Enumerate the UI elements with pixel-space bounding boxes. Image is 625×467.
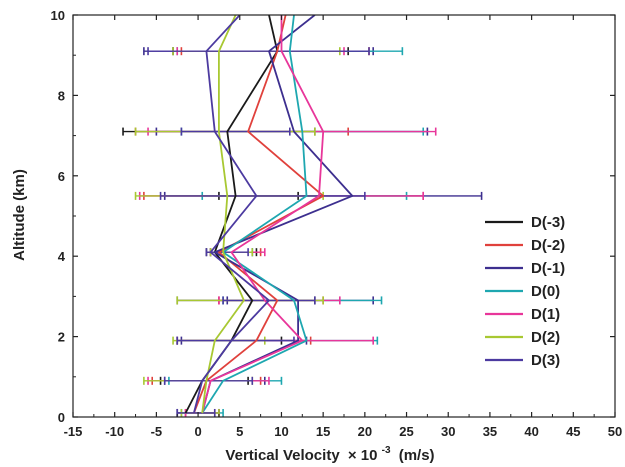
error-bars-D(-3)	[122, 47, 349, 417]
y-axis-title: Altitude (km)	[11, 169, 28, 261]
series-line-D(1)	[201, 15, 325, 414]
y-axis-ticks: 0 2 4 6 8 10	[51, 8, 615, 425]
x-tick-label: 35	[483, 424, 497, 439]
legend-label: D(-2)	[531, 237, 565, 254]
x-tick-label: 25	[399, 424, 413, 439]
x-tick-label: 30	[441, 424, 455, 439]
legend-label: D(3)	[531, 352, 560, 369]
x-tick-label: 10	[274, 424, 288, 439]
legend-label: D(-1)	[531, 260, 565, 277]
legend-label: D(0)	[531, 283, 560, 300]
x-tick-label: 20	[358, 424, 372, 439]
x-tick-label: 15	[316, 424, 330, 439]
series-line-D(-2)	[193, 15, 325, 414]
error-bars-D(-2)	[134, 47, 425, 417]
x-axis-unit: (m/s)	[399, 447, 435, 464]
x-tick-label: -5	[151, 424, 163, 439]
y-tick-label: 8	[58, 88, 65, 103]
x-tick-label: 45	[566, 424, 580, 439]
series-line-D(2)	[201, 15, 245, 414]
y-tick-label: 0	[58, 410, 65, 425]
x-tick-label: 50	[608, 424, 622, 439]
x-axis-exponent: -3	[382, 445, 391, 456]
legend-label: D(-3)	[531, 214, 565, 231]
x-tick-label: 40	[524, 424, 538, 439]
x-tick-label: -10	[105, 424, 124, 439]
legend: D(-3) D(-2) D(-1) D(0) D(1) D(2) D(3)	[485, 214, 565, 369]
plot-marks	[122, 15, 483, 417]
error-bars-D(1)	[138, 47, 437, 417]
legend-label: D(1)	[531, 306, 560, 323]
x-axis-ticks: -15 -10 -5 0 5 10 15 20 25 30 35 40 45 50	[64, 15, 622, 439]
series-line-D(3)	[193, 15, 270, 414]
x-tick-label: 5	[236, 424, 243, 439]
y-tick-label: 6	[58, 169, 65, 184]
x-axis-title: Vertical Velocity × 10 -3 (m/s)	[225, 440, 434, 464]
series-line-D(-3)	[184, 15, 279, 414]
x-tick-label: -15	[64, 424, 83, 439]
series-line-D(-1)	[201, 15, 354, 414]
x-axis-multiplier: × 10	[348, 447, 378, 464]
x-tick-label: 0	[194, 424, 201, 439]
y-tick-label: 10	[51, 8, 65, 23]
error-bars-D(0)	[168, 47, 425, 417]
error-bars-D(3)	[147, 47, 370, 417]
error-bars-D(-1)	[143, 47, 483, 417]
legend-label: D(2)	[531, 329, 560, 346]
y-tick-label: 4	[58, 249, 66, 264]
y-tick-label: 2	[58, 330, 65, 345]
